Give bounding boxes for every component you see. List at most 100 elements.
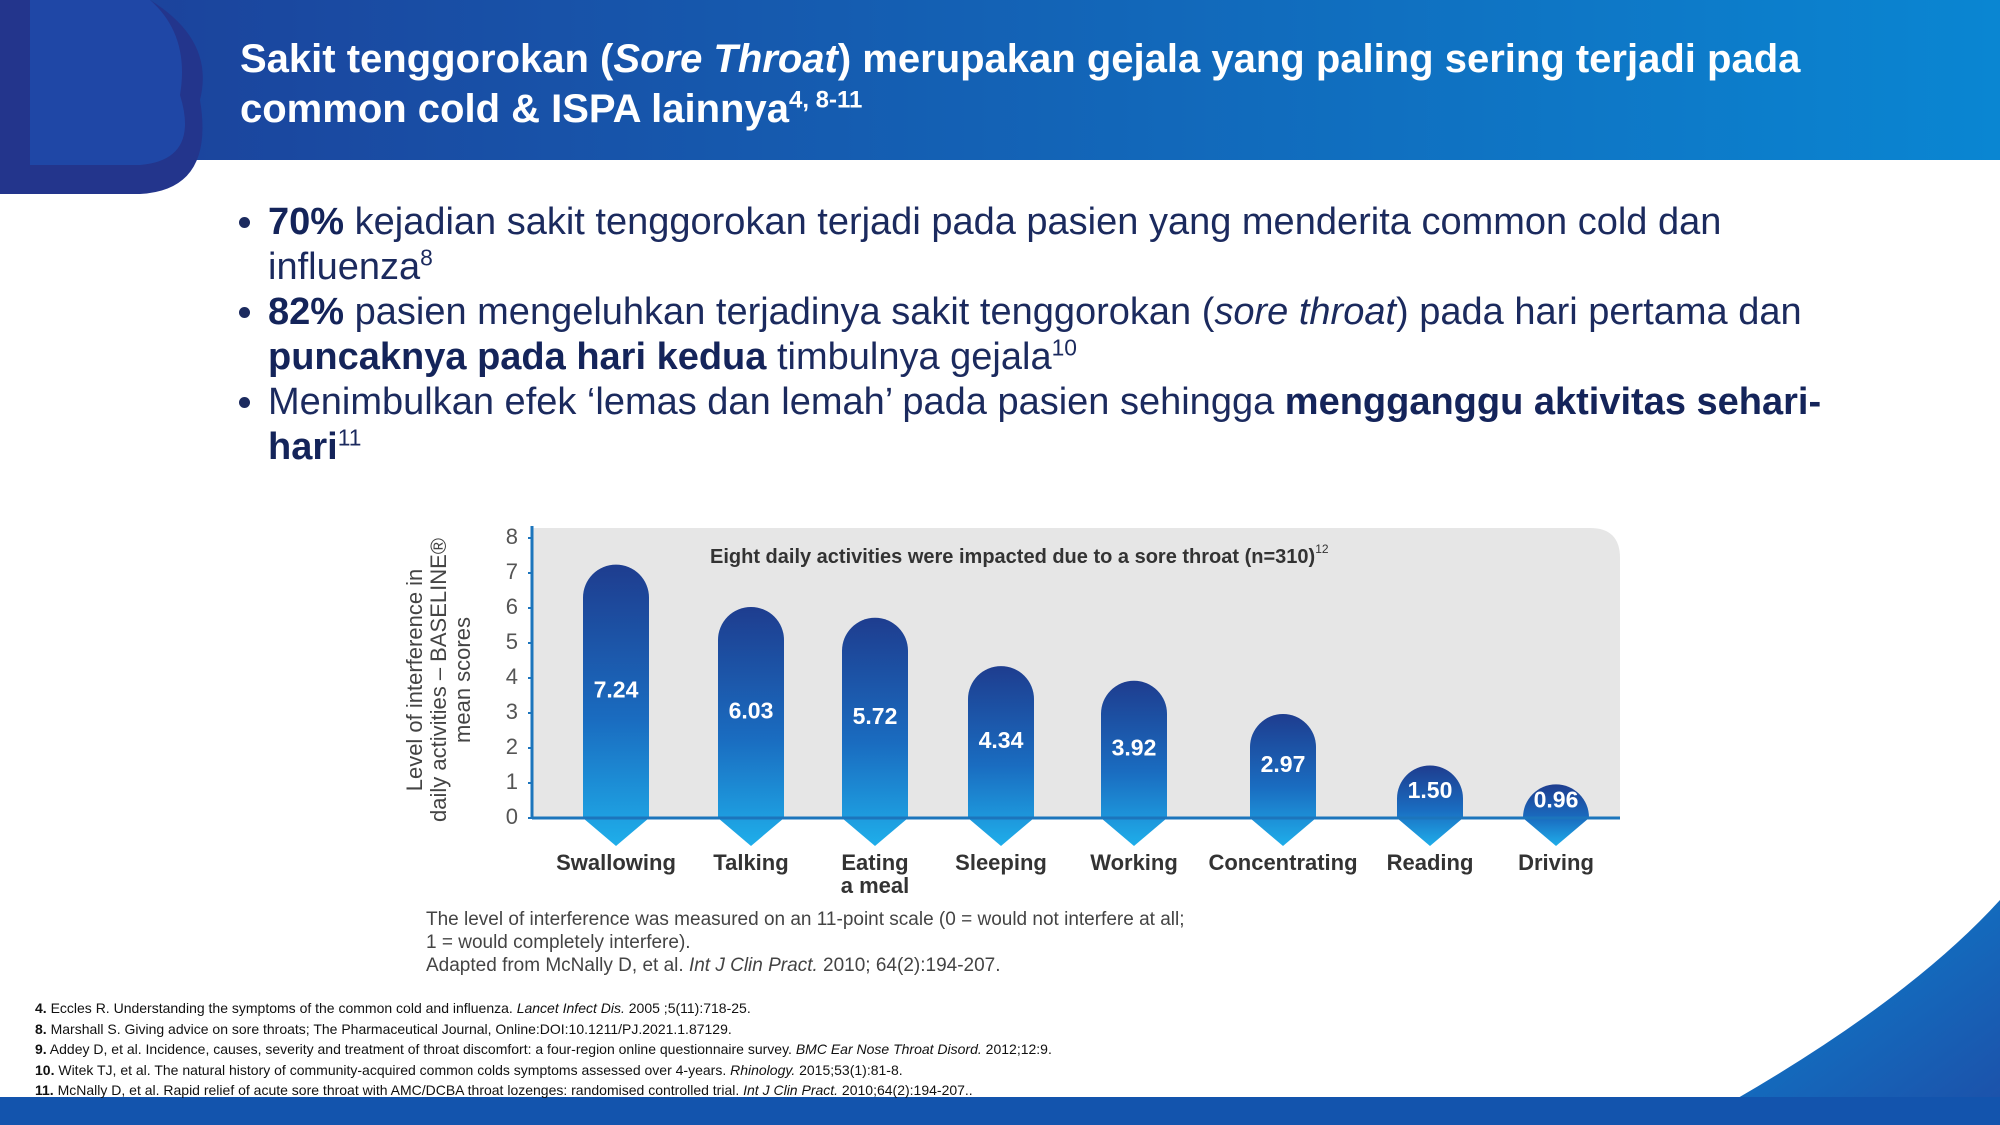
chart-title-text: Eight daily activities were impacted due… bbox=[710, 546, 1315, 568]
value-label: 4.34 bbox=[979, 727, 1024, 753]
y-tick-label: 7 bbox=[506, 559, 518, 584]
x-tick-label: Eating a meal bbox=[840, 850, 910, 898]
x-tick-label: Swallowing bbox=[556, 850, 676, 875]
text-run: pasien mengeluhkan terjadinya sakit teng… bbox=[344, 291, 1215, 333]
footnote: 11. McNally D, et al. Rapid relief of ac… bbox=[35, 1080, 1052, 1101]
caption-line: 1 = would completely interfere). bbox=[426, 931, 1185, 954]
bullet-list: 70% kejadian sakit tenggorokan terjadi p… bbox=[230, 200, 1828, 470]
bar bbox=[583, 564, 649, 846]
caption-line: Adapted from McNally D, et al. Int J Cli… bbox=[426, 954, 1185, 977]
value-label: 2.97 bbox=[1261, 751, 1306, 777]
caption-line: The level of interference was measured o… bbox=[426, 908, 1185, 931]
text-run: Adapted from McNally D, et al. bbox=[426, 955, 689, 976]
bar bbox=[718, 606, 784, 846]
y-tick-label: 4 bbox=[506, 664, 518, 689]
text-run: 10. bbox=[35, 1061, 55, 1078]
text-run: mengganggu aktivitas sehari-hari bbox=[268, 381, 1822, 468]
text-run: 2005 ;5(11):718-25. bbox=[624, 1000, 751, 1016]
text-run: Sore Throat bbox=[613, 37, 838, 81]
text-run: Sakit tenggorokan ( bbox=[240, 37, 614, 81]
y-axis-label: Level of interference indaily activities… bbox=[402, 538, 475, 822]
x-tick-label: Reading bbox=[1386, 850, 1474, 875]
text-run: 1 = would completely interfere). bbox=[426, 932, 691, 953]
bar bbox=[1523, 784, 1589, 846]
chart-title-ref: 12 bbox=[1315, 542, 1329, 556]
y-tick-label: 8 bbox=[506, 524, 518, 549]
text-run: 2015;53(1):81-8. bbox=[795, 1061, 903, 1078]
text-run: 8. bbox=[35, 1020, 47, 1037]
bar bbox=[1101, 680, 1167, 846]
text-run: 2012;12:9. bbox=[981, 1041, 1052, 1057]
x-tick-label: Talking bbox=[713, 850, 789, 875]
text-run: Eccles R. Understanding the symptoms of … bbox=[46, 1000, 517, 1016]
slide-title: Sakit tenggorokan (Sore Throat) merupaka… bbox=[240, 34, 1960, 134]
value-label: 0.96 bbox=[1534, 786, 1579, 812]
y-tick-label: 6 bbox=[506, 594, 518, 619]
text-run: 70% bbox=[268, 201, 345, 243]
text-run: Int J Clin Pract. bbox=[743, 1082, 839, 1098]
text-run: 11 bbox=[337, 424, 362, 451]
x-tick-label: Concentrating bbox=[1208, 850, 1358, 875]
y-tick-label: 3 bbox=[506, 699, 518, 724]
y-axis-label-line: Level of interference in bbox=[402, 569, 427, 792]
text-run: 9. bbox=[35, 1041, 47, 1057]
text-run: Lancet Infect Dis. bbox=[516, 1000, 625, 1016]
y-tick-label: 2 bbox=[506, 734, 518, 759]
text-run: 4, 8-11 bbox=[788, 86, 863, 114]
value-label: 7.24 bbox=[594, 676, 639, 702]
y-axis-label-line: mean scores bbox=[450, 617, 475, 743]
text-run: ) merupakan gejala yang paling sering te… bbox=[240, 37, 1801, 131]
text-run: Rhinology. bbox=[730, 1061, 796, 1078]
text-run: 2010;64(2):194-207.. bbox=[838, 1082, 973, 1098]
footnote: 8. Marshall S. Giving advice on sore thr… bbox=[35, 1019, 1052, 1040]
text-run: 4. bbox=[35, 1000, 47, 1016]
footnote: 9. Addey D, et al. Incidence, causes, se… bbox=[35, 1039, 1052, 1060]
bar bbox=[842, 617, 908, 846]
value-label: 1.50 bbox=[1408, 777, 1453, 803]
text-run: McNally D, et al. Rapid relief of acute … bbox=[53, 1082, 744, 1098]
text-run: Int J Clin Pract. bbox=[688, 955, 818, 976]
bullet: 70% kejadian sakit tenggorokan terjadi p… bbox=[268, 200, 1828, 290]
footnote: 10. Witek TJ, et al. The natural history… bbox=[35, 1060, 1052, 1081]
y-tick-label: 5 bbox=[506, 629, 518, 654]
header-band bbox=[0, 0, 2000, 160]
chart-title: Eight daily activities were impacted due… bbox=[710, 542, 1329, 568]
value-label: 3.92 bbox=[1112, 734, 1157, 760]
text-run: puncaknya pada hari kedua bbox=[268, 336, 767, 378]
logo-letter bbox=[30, 0, 185, 165]
y-tick-label: 0 bbox=[506, 804, 518, 829]
text-run: Witek TJ, et al. The natural history of … bbox=[54, 1061, 731, 1078]
x-tick-label: Working bbox=[1090, 850, 1178, 875]
bar bbox=[1397, 765, 1463, 846]
bullet: Menimbulkan efek ‘lemas dan lemah’ pada … bbox=[268, 380, 1828, 470]
text-run: kejadian sakit tenggorokan terjadi pada … bbox=[268, 201, 1722, 288]
x-tick-label: Sleeping bbox=[955, 850, 1047, 875]
text-run: timbulnya gejala bbox=[766, 336, 1052, 378]
text-run: ) pada hari pertama dan bbox=[1396, 291, 1802, 333]
text-run: 10 bbox=[1051, 334, 1077, 361]
footnotes: 4. Eccles R. Understanding the symptoms … bbox=[35, 998, 1052, 1101]
corner-wave bbox=[1690, 900, 2000, 1125]
x-tick-label: Driving bbox=[1518, 850, 1594, 875]
bullet: 82% pasien mengeluhkan terjadinya sakit … bbox=[268, 290, 1828, 380]
text-run: sore throat bbox=[1214, 291, 1397, 333]
bar bbox=[1250, 714, 1316, 846]
footnote: 4. Eccles R. Understanding the symptoms … bbox=[35, 998, 1052, 1019]
text-run: BMC Ear Nose Throat Disord. bbox=[795, 1041, 982, 1057]
value-label: 6.03 bbox=[729, 698, 774, 724]
text-run: Menimbulkan efek ‘lemas dan lemah’ pada … bbox=[268, 381, 1285, 423]
text-run: Marshall S. Giving advice on sore throat… bbox=[46, 1020, 732, 1037]
text-run: Addey D, et al. Incidence, causes, sever… bbox=[46, 1041, 796, 1057]
bar bbox=[968, 666, 1034, 846]
text-run: The level of interference was measured o… bbox=[426, 909, 1185, 930]
text-run: 8 bbox=[420, 244, 433, 271]
y-axis-label-line: daily activities – BASELINE® bbox=[426, 538, 451, 822]
chart-caption: The level of interference was measured o… bbox=[426, 908, 1185, 977]
value-label: 5.72 bbox=[853, 703, 898, 729]
text-run: 11. bbox=[35, 1082, 54, 1098]
y-tick-label: 1 bbox=[506, 769, 518, 794]
plot-background bbox=[532, 528, 1620, 818]
text-run: 82% bbox=[268, 291, 345, 333]
